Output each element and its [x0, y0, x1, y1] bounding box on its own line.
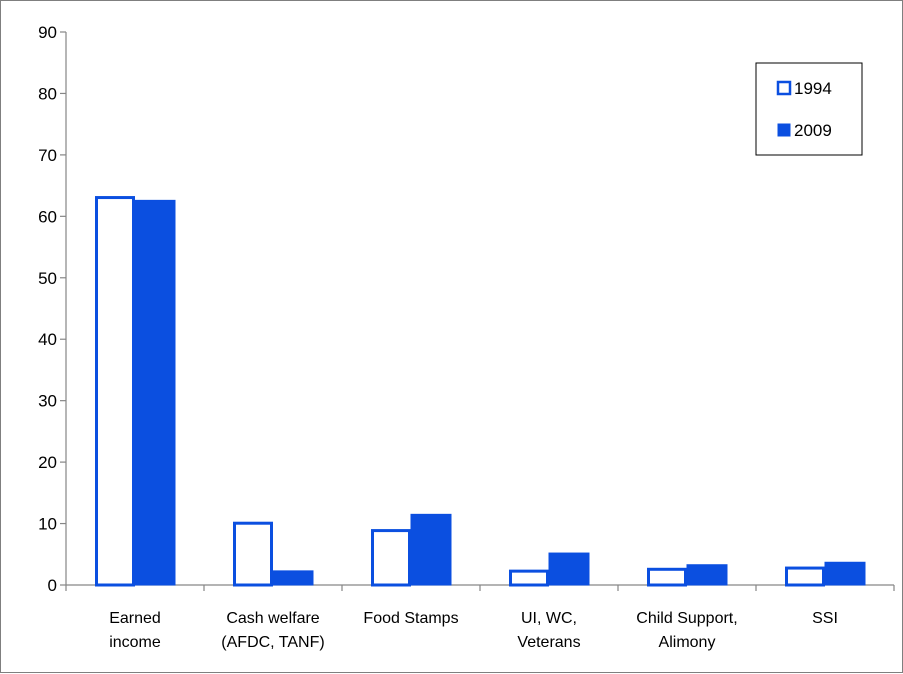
x-tick-label-line: Child Support,: [636, 610, 737, 627]
x-tick-label-line: Food Stamps: [363, 610, 458, 627]
bar-1994-0: [95, 196, 135, 587]
x-tick-label-line: income: [109, 634, 161, 651]
bar-1994-4: [647, 567, 687, 587]
y-tick-label: 80: [38, 84, 57, 103]
y-tick-label: 90: [38, 23, 57, 42]
x-tick-label: SSI: [812, 610, 838, 627]
x-tick-label-line: Earned: [109, 610, 161, 627]
x-tick-label: Cash welfare (AFDC, TANF): [221, 610, 324, 651]
bar-1994-3: [509, 569, 549, 587]
bar-1994-1: [233, 521, 273, 587]
bar-2009-5: [824, 561, 866, 586]
bar-2009-3: [548, 552, 590, 586]
bars: [95, 196, 866, 587]
y-tick-label: 50: [38, 269, 57, 288]
x-tick-label: UI, WC, Veterans: [517, 610, 580, 651]
bar-2009-4: [686, 564, 728, 586]
x-tick-label: Child Support, Alimony: [636, 610, 737, 651]
x-tick-label: Earned income: [109, 610, 161, 651]
x-tick-label-line: Alimony: [659, 634, 716, 651]
bar-2009-2: [410, 513, 452, 586]
x-tick-label-line: UI, WC,: [521, 610, 577, 627]
y-tick-label: 0: [48, 576, 57, 595]
bar-1994-5: [785, 566, 825, 587]
y-tick-label: 30: [38, 392, 57, 411]
bar-2009-0: [134, 199, 176, 586]
y-tick-label: 20: [38, 453, 57, 472]
legend-box: [755, 62, 863, 156]
legend: 1994 2009: [755, 62, 863, 156]
x-tick-label: Food Stamps: [363, 610, 458, 627]
legend-label-1994: 1994: [794, 79, 832, 98]
x-tick-label-line: Veterans: [517, 634, 580, 651]
axes: [60, 31, 895, 591]
y-tick-label: 10: [38, 515, 57, 534]
labels: 0 10 20 30 40 50 60 70 80 90 Earned income Cash welf…: [38, 23, 838, 651]
y-tick-label: 60: [38, 207, 57, 226]
bar-1994-2: [371, 529, 411, 587]
y-tick-label: 40: [38, 330, 57, 349]
legend-swatch-2009: [777, 123, 791, 137]
legend-swatch-1994: [776, 80, 792, 96]
y-tick-label: 70: [38, 146, 57, 165]
x-tick-label-line: SSI: [812, 610, 838, 627]
x-tick-label-line: Cash welfare: [226, 610, 319, 627]
bar-2009-1: [272, 570, 314, 586]
x-tick-label-line: (AFDC, TANF): [221, 634, 324, 651]
legend-label-2009: 2009: [794, 121, 832, 140]
